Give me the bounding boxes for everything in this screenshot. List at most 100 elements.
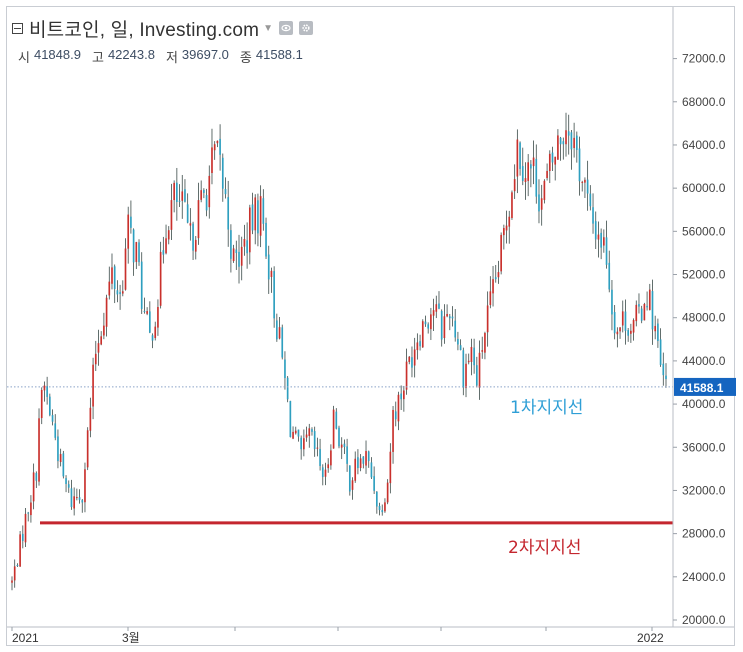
- candle-body: [105, 297, 108, 327]
- gear-icon[interactable]: [299, 21, 314, 35]
- candle-body: [19, 534, 21, 567]
- candle: [138, 239, 140, 266]
- candle: [578, 136, 581, 196]
- candle-body: [608, 262, 611, 290]
- candle-body: [259, 196, 262, 236]
- candle: [357, 449, 359, 475]
- candle: [416, 333, 419, 360]
- candle-body: [386, 482, 389, 503]
- y-tick-label: 36000.0: [682, 440, 726, 454]
- candle: [262, 189, 265, 231]
- candle-body: [265, 222, 267, 257]
- candle: [176, 167, 178, 221]
- candle-body: [200, 190, 203, 200]
- candle: [248, 204, 251, 265]
- candle: [97, 329, 100, 366]
- candle: [124, 238, 127, 291]
- candle-body: [300, 437, 302, 450]
- candle: [648, 283, 651, 311]
- candle: [313, 426, 316, 457]
- support-line-1-label: 1차지지선: [510, 398, 583, 418]
- candle-body: [116, 290, 119, 295]
- y-tick-label: 60000.0: [682, 181, 726, 195]
- candle: [103, 312, 105, 340]
- candle: [362, 456, 365, 469]
- candle-body: [270, 270, 273, 277]
- candle: [630, 323, 632, 343]
- candle: [619, 326, 621, 339]
- candle: [186, 193, 189, 224]
- collapse-icon[interactable]: [12, 22, 23, 34]
- candle-body: [373, 476, 375, 491]
- candle: [367, 450, 370, 468]
- candle: [513, 164, 516, 199]
- candle-body: [303, 438, 305, 450]
- candle: [570, 129, 573, 170]
- candle: [500, 232, 502, 275]
- caret-down-icon[interactable]: ▼: [263, 22, 274, 34]
- candle: [200, 180, 203, 203]
- candle: [575, 131, 578, 163]
- candle-body: [205, 195, 208, 211]
- candle-body: [494, 277, 497, 280]
- candle-body: [603, 237, 605, 246]
- candle-body: [254, 197, 257, 231]
- candle: [305, 426, 308, 442]
- candle-body: [127, 214, 130, 249]
- candle: [454, 309, 457, 342]
- candle-body: [59, 454, 62, 463]
- candle: [294, 426, 297, 435]
- candle: [73, 487, 75, 516]
- candle: [51, 409, 54, 426]
- candle: [221, 153, 224, 202]
- candle: [24, 508, 27, 548]
- candle-body: [338, 427, 340, 447]
- candle: [524, 162, 527, 200]
- candle-body: [648, 289, 651, 310]
- candle: [376, 491, 378, 514]
- candle: [67, 480, 70, 493]
- candle-body: [119, 292, 121, 294]
- candle: [662, 352, 665, 386]
- eye-icon[interactable]: [279, 21, 294, 35]
- candle: [389, 443, 392, 494]
- candle-body: [308, 428, 311, 436]
- candle-body: [192, 223, 194, 251]
- candle-body: [546, 170, 548, 179]
- candle: [92, 357, 94, 420]
- candle-body: [481, 350, 484, 352]
- candle-body: [454, 320, 457, 338]
- candle-body: [124, 248, 127, 290]
- y-tick-label: 32000.0: [682, 483, 726, 497]
- open-value: 41848.9: [33, 47, 81, 62]
- candle-body: [619, 327, 621, 332]
- y-tick-label: 20000.0: [682, 613, 726, 627]
- candle-body: [181, 191, 184, 201]
- candle-body: [403, 390, 405, 400]
- candle: [94, 340, 97, 372]
- y-tick-label: 52000.0: [682, 268, 726, 282]
- candle-body: [465, 363, 467, 389]
- candle: [354, 451, 357, 483]
- candle: [573, 122, 575, 158]
- candle-body: [203, 189, 205, 193]
- candle-body: [54, 423, 57, 438]
- candle-body: [632, 320, 635, 333]
- candle: [319, 438, 321, 471]
- candle: [451, 306, 454, 327]
- candle-body: [416, 342, 419, 351]
- candle: [432, 298, 435, 331]
- candle-body: [235, 249, 238, 253]
- candle-body: [651, 291, 654, 330]
- candle-body: [394, 411, 397, 420]
- candle-body: [224, 189, 227, 195]
- candle: [621, 300, 624, 333]
- candle: [208, 165, 211, 219]
- candle: [665, 363, 667, 388]
- candle: [167, 226, 170, 245]
- candle: [335, 408, 338, 430]
- candle: [132, 228, 135, 276]
- candle: [165, 224, 167, 255]
- candle: [162, 236, 165, 264]
